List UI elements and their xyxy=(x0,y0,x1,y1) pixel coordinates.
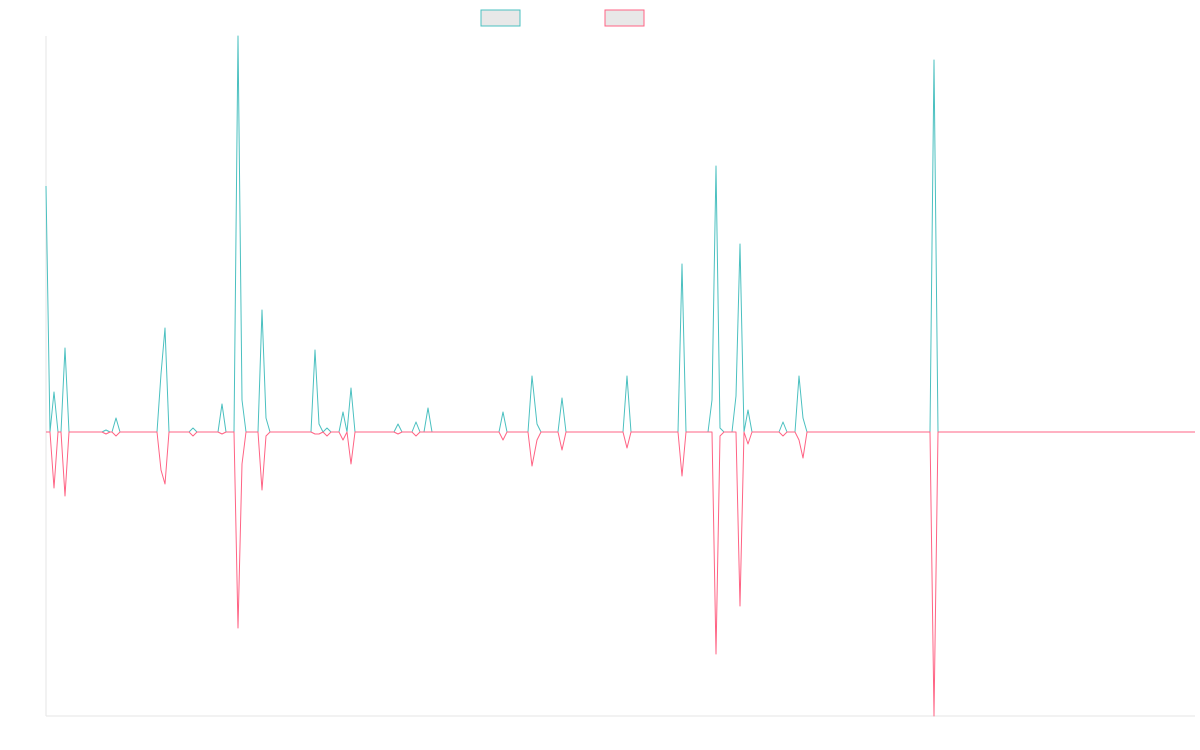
legend-swatch xyxy=(480,9,521,27)
legend-swatch xyxy=(604,9,645,27)
series-line xyxy=(45,35,1195,433)
series-line xyxy=(46,431,1195,717)
